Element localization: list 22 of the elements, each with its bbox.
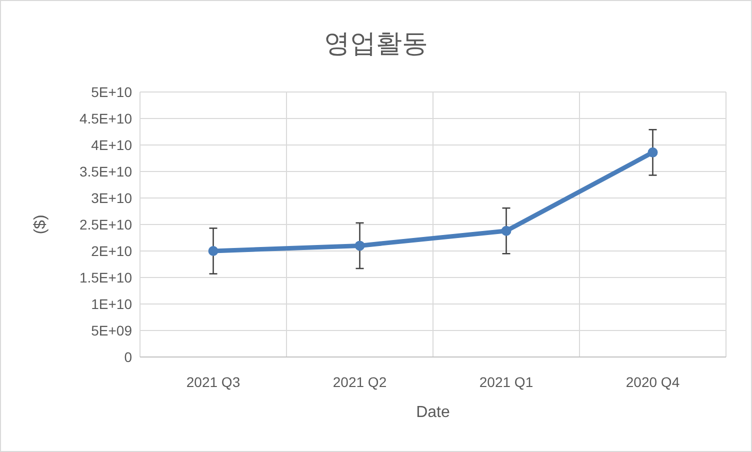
- y-tick-label: 4.5E+10: [79, 110, 132, 126]
- y-axis-title: ($): [32, 214, 49, 234]
- x-tick-label: 2021 Q1: [479, 374, 534, 390]
- y-tick-label: 5E+10: [91, 84, 132, 100]
- chart-title: 영업활동: [324, 28, 428, 58]
- y-tick-label: 1E+10: [91, 296, 132, 312]
- y-tick-label: 3.5E+10: [79, 163, 132, 180]
- y-tick-label: 1.5E+10: [79, 269, 132, 286]
- y-tick-label: 3E+10: [91, 190, 132, 206]
- point: [501, 226, 512, 236]
- y-tick-label: 0: [124, 348, 132, 365]
- point: [354, 240, 365, 251]
- x-tick-label: 2021 Q3: [186, 374, 240, 390]
- y-tick-label: 2E+10: [91, 242, 132, 259]
- point: [648, 147, 658, 158]
- y-tick-label: 4E+10: [91, 136, 132, 153]
- point: [208, 246, 218, 256]
- x-axis-title: Date: [416, 404, 450, 421]
- x-tick-label: 2021 Q2: [332, 374, 387, 390]
- y-tick-label: 2.5E+10: [79, 216, 132, 232]
- y-tick-label: 5E+09: [91, 322, 132, 338]
- x-tick-label: 2020 Q4: [626, 374, 680, 390]
